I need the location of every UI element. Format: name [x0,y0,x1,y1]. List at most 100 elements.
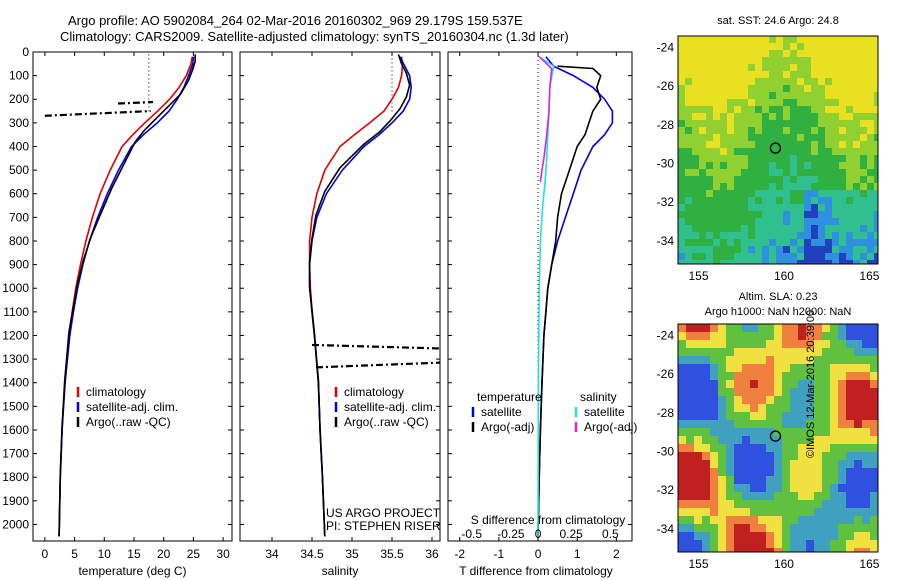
plot-frame [32,51,233,542]
argo-spike-line [44,109,151,117]
series-argo-raw-qc-line [308,54,411,537]
legend-entry: climatology [86,385,146,399]
map-x-tick-label: 160 [774,269,794,283]
map-x-tick-label: 160 [774,557,794,571]
y-tick-label: 700 [9,210,29,224]
y-tick-label: 100 [9,69,29,83]
legend-entry: temperature [477,390,542,404]
argo-spike-line [117,100,154,105]
x-tick-label: 35.5 [380,547,404,561]
float-position-marker [769,430,782,442]
x-axis-label: salinity [322,564,359,578]
y-tick-label: 1300 [2,352,29,366]
top-axis-label: S difference from climatology [471,513,626,527]
map-y-tick-label: -34 [657,522,675,536]
argo-spike-line [311,343,441,350]
plot-frame [239,51,441,542]
x-tick-label: 1 [574,547,581,561]
legend-entry: satellite-adj. clim. [344,400,436,414]
series-argo-adj-line [538,56,553,183]
map-x-tick-label: 155 [688,557,708,571]
y-tick-label: 800 [9,234,29,248]
imos-credit: ©IMOS 12-Mar-2016 20:39:00 [805,309,817,458]
sst-heatmap [678,36,878,264]
y-tick-label: 900 [9,258,29,272]
x-tick-label: 35 [345,547,359,561]
legend-entry: satellite-adj. clim. [86,400,178,414]
x-tick-label: 25 [187,547,201,561]
x-tick-label: 36 [425,547,439,561]
map-x-tick-label: 165 [859,557,879,571]
legend-entry: Argo(-adj) [481,420,534,434]
y-tick-label: 1100 [3,305,29,319]
map-y-tick-label: -30 [657,445,675,459]
map-y-tick-label: -26 [657,367,675,381]
project-annotation: PI: STEPHEN RISER [326,519,441,533]
sla-heatmap [678,324,878,552]
map-y-tick-label: -28 [657,118,675,132]
y-tick-label: 1400 [2,376,29,390]
x-axis-label: T difference from climatology [459,564,613,578]
y-tick-label: 1600 [2,423,29,437]
sla-map-title: Altim. SLA: 0.23 [738,291,818,303]
argo-spike-line [315,361,441,369]
series-satellite-adj-clim-line [308,56,413,537]
x-tick-label: 15 [127,547,141,561]
series-satellite-line [537,56,555,537]
y-tick-label: 1000 [2,281,29,295]
legend-entry: salinity [580,390,617,404]
legend-entry: satellite [481,405,522,419]
legend-entry: Argo(..raw -QC) [344,415,429,429]
x-tick-label: 30 [216,547,230,561]
series-climatology-line [308,56,404,537]
map-y-tick-label: -24 [657,41,675,55]
top-tick-label: -0.5 [461,527,482,541]
map-y-tick-label: -34 [657,234,675,248]
x-tick-label: -1 [494,547,505,561]
x-axis-label: temperature (deg C) [78,564,186,578]
y-tick-label: 2000 [2,517,29,531]
legend-entry: Argo(..raw -QC) [86,415,171,429]
header-line-2: Climatology: CARS2009. Satellite-adjuste… [60,29,569,44]
x-tick-label: 20 [157,547,171,561]
top-tick-label: 0 [535,527,542,541]
y-tick-label: 500 [9,163,29,177]
header-line-1: Argo profile: AO 5902084_264 02-Mar-2016… [68,13,523,28]
y-tick-label: 1500 [2,399,29,413]
series-satellite-line [537,56,614,537]
map-y-tick-label: -28 [657,406,675,420]
y-tick-label: 600 [9,187,29,201]
float-position-marker [769,142,782,154]
map-y-tick-label: -26 [657,79,675,93]
sst-map-title: sat. SST: 24.6 Argo: 24.8 [717,15,839,27]
sla-map-subtitle: Argo h1000: NaN h2000: NaN [704,306,852,318]
top-tick-label: 0.5 [602,527,619,541]
x-tick-label: -2 [454,547,465,561]
x-tick-label: 0 [42,547,49,561]
y-tick-label: 1800 [2,470,29,484]
map-y-tick-label: -32 [657,195,675,209]
x-tick-label: 0 [535,547,542,561]
series-satellite-adj-clim-line [58,56,195,537]
y-tick-label: 0 [22,45,29,59]
legend-entry: satellite [584,405,625,419]
legend-entry: climatology [344,385,404,399]
y-tick-label: 400 [9,139,29,153]
map-x-tick-label: 165 [859,269,879,283]
y-tick-label: 300 [9,116,29,130]
top-tick-label: 0.25 [560,527,584,541]
y-tick-label: 1200 [2,328,29,342]
series-climatology-line [58,56,193,537]
project-annotation: US ARGO PROJECT [326,506,441,520]
map-frame [677,323,879,553]
x-tick-label: 10 [98,547,112,561]
map-frame [677,35,879,265]
series-argo-adj-line [537,65,602,537]
map-x-tick-label: 155 [688,269,708,283]
series-argo-raw-qc-line [58,54,196,537]
y-tick-label: 1700 [2,447,29,461]
y-tick-label: 1900 [2,494,29,508]
x-tick-label: 5 [71,547,78,561]
legend-entry: Argo(-adj) [584,420,637,434]
top-tick-label: -0.25 [497,527,525,541]
